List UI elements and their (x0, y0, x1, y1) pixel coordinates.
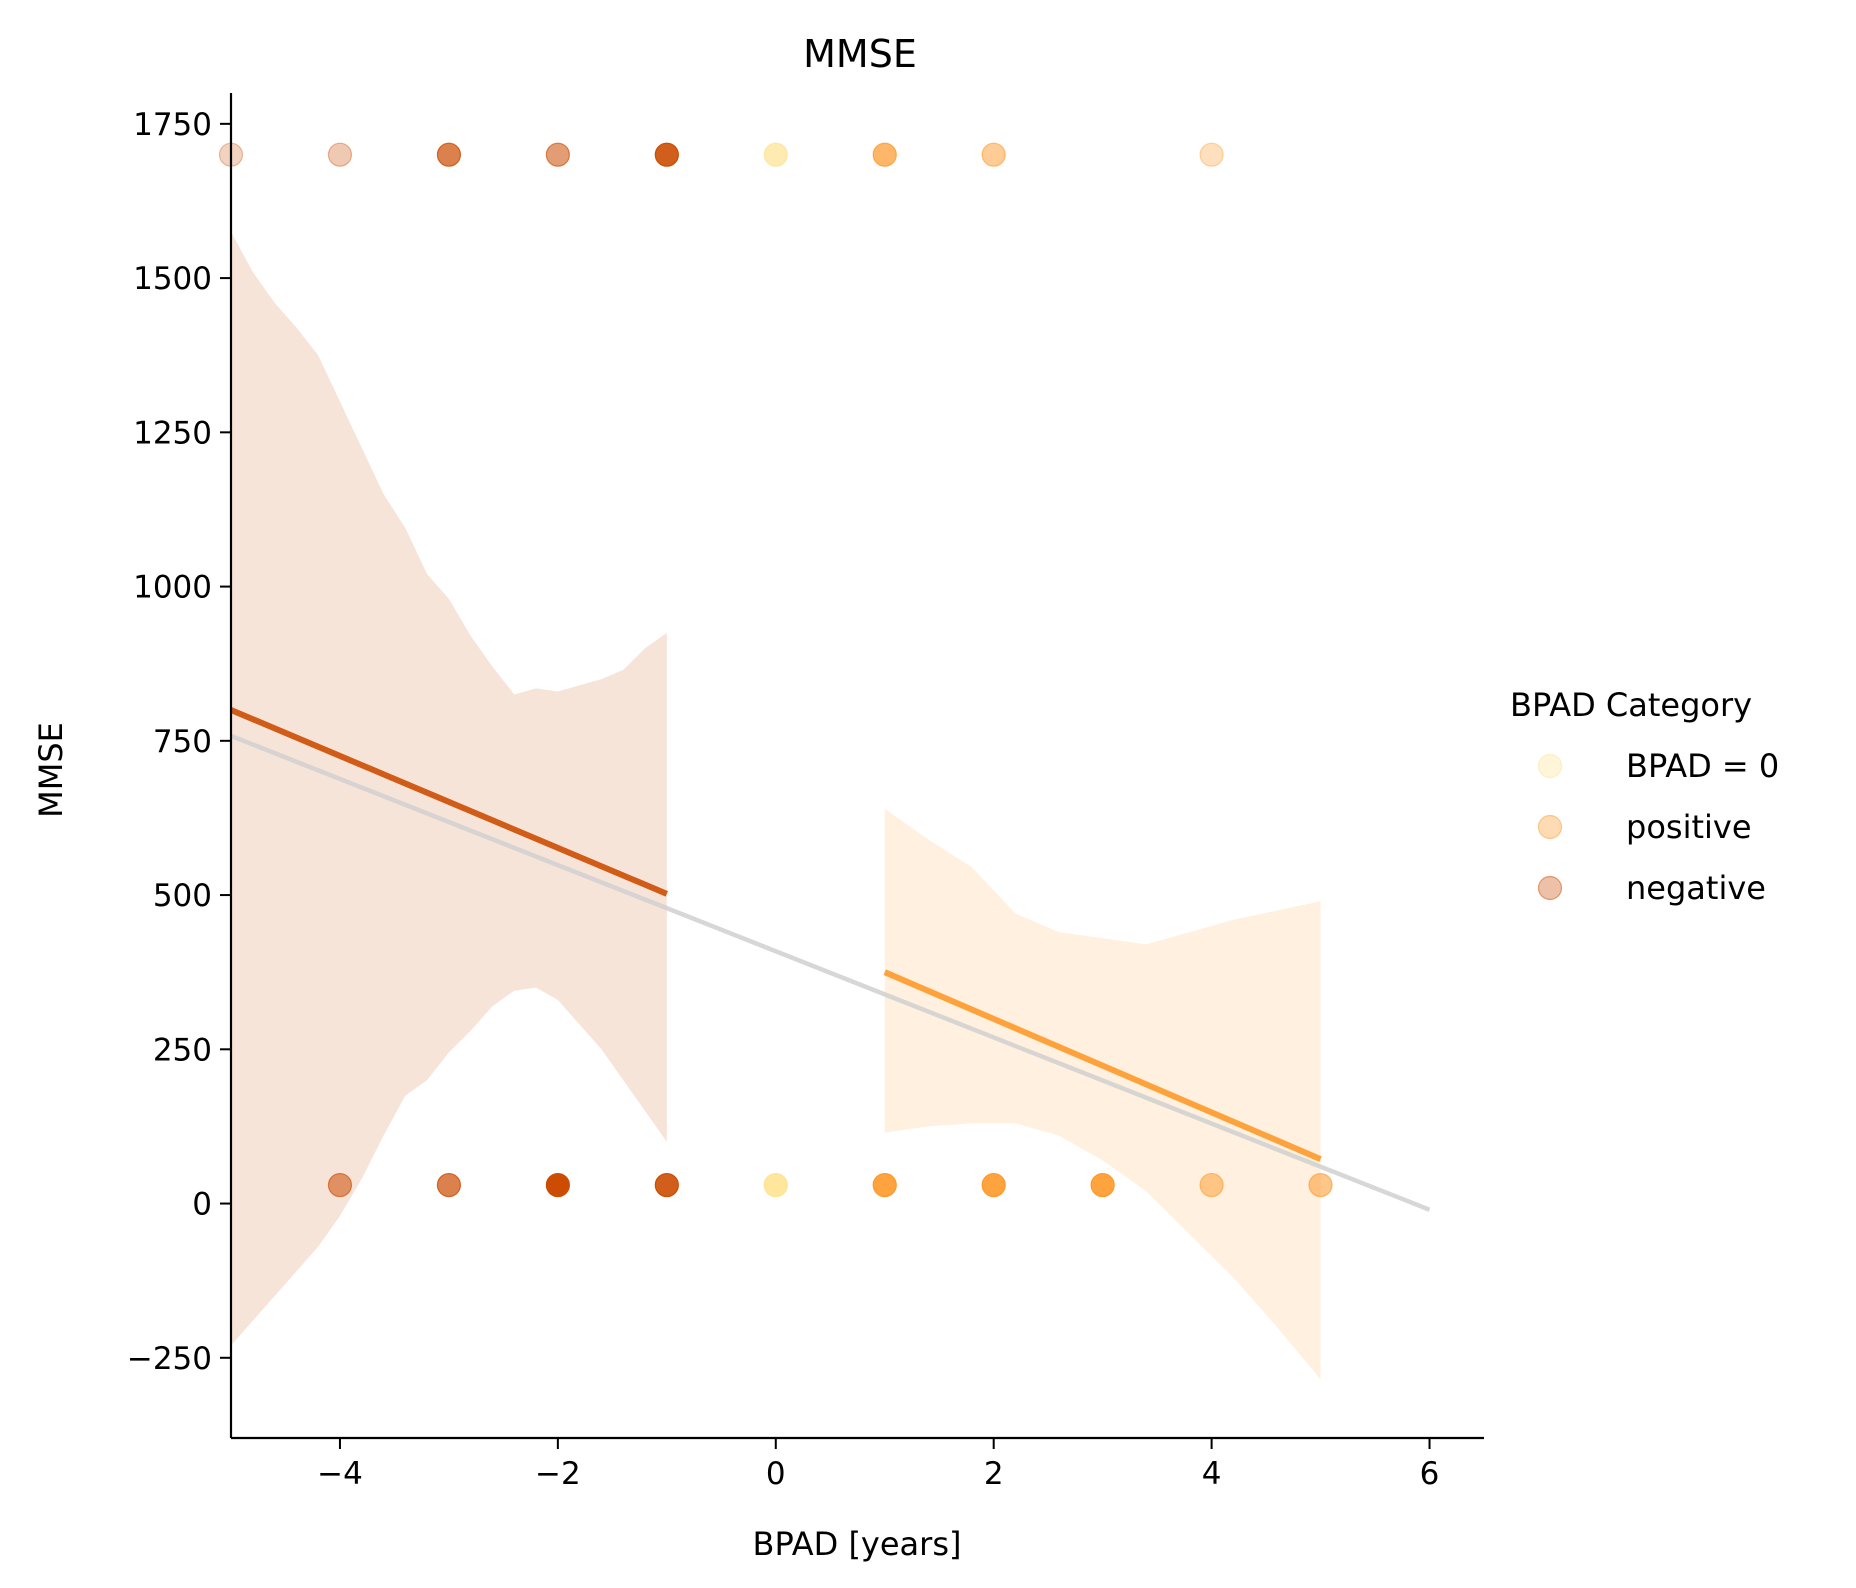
x-axis-ticks: −4 −2 0 2 4 6 (317, 1438, 1439, 1492)
y-axis-label: MMSE (32, 722, 70, 818)
x-axis-label: BPAD [years] (753, 1525, 962, 1563)
overall-fit-line (230, 733, 1431, 1212)
ci-band-negative (231, 231, 667, 1346)
x-tick-label: 2 (984, 1456, 1004, 1492)
legend-label: BPAD = 0 (1626, 747, 1779, 785)
y-tick-label: 1000 (133, 570, 212, 606)
data-point (654, 1172, 679, 1198)
fit-line-positive (883, 969, 1322, 1162)
legend-entries: BPAD = 0 positive negative (1537, 747, 1779, 907)
data-point (545, 142, 570, 167)
fit-line-negative (229, 707, 668, 897)
data-point (763, 1172, 788, 1198)
data-point (981, 142, 1006, 167)
x-tick-label: −2 (535, 1456, 581, 1492)
x-tick-label: 0 (766, 1456, 786, 1492)
legend-title: BPAD Category (1510, 686, 1752, 724)
y-tick-label: 0 (192, 1187, 212, 1223)
data-point (981, 1172, 1006, 1198)
y-tick-label: 1500 (133, 261, 212, 297)
data-point (654, 142, 679, 167)
ci-band-positive (884, 808, 1321, 1380)
fit-lines (229, 707, 1322, 1162)
data-point (872, 1172, 897, 1198)
y-tick-label: 1750 (133, 107, 212, 143)
y-tick-label: 750 (153, 724, 212, 760)
legend-marker (1537, 875, 1563, 901)
data-point (763, 142, 788, 167)
legend-label: negative (1626, 869, 1766, 907)
y-axis-ticks: −250 0 250 500 750 1000 1250 1500 1750 (127, 107, 231, 1377)
legend-label: positive (1626, 808, 1752, 846)
data-point (436, 1172, 462, 1198)
data-point (545, 1172, 570, 1198)
overall-fit-group (230, 733, 1431, 1212)
y-tick-label: 500 (153, 878, 212, 914)
y-tick-label: 250 (153, 1032, 212, 1068)
confidence-bands (231, 231, 1321, 1380)
data-point (436, 142, 462, 167)
x-tick-label: 4 (1202, 1456, 1222, 1492)
data-point (1308, 1172, 1333, 1198)
legend-marker (1537, 814, 1563, 840)
legend: BPAD Category BPAD = 0 positive negative (1510, 686, 1779, 907)
x-tick-label: −4 (317, 1456, 363, 1492)
scatter-points (218, 142, 1333, 1198)
chart-title: MMSE (803, 32, 917, 76)
data-point (872, 142, 897, 167)
data-point (1199, 1172, 1224, 1198)
y-tick-label: −250 (127, 1341, 212, 1377)
data-point (327, 142, 353, 167)
data-point (327, 1172, 353, 1198)
x-tick-label: 6 (1420, 1456, 1440, 1492)
data-point (1090, 1172, 1115, 1198)
data-point (1199, 142, 1224, 167)
y-tick-label: 1250 (133, 415, 212, 451)
legend-marker (1537, 753, 1563, 779)
